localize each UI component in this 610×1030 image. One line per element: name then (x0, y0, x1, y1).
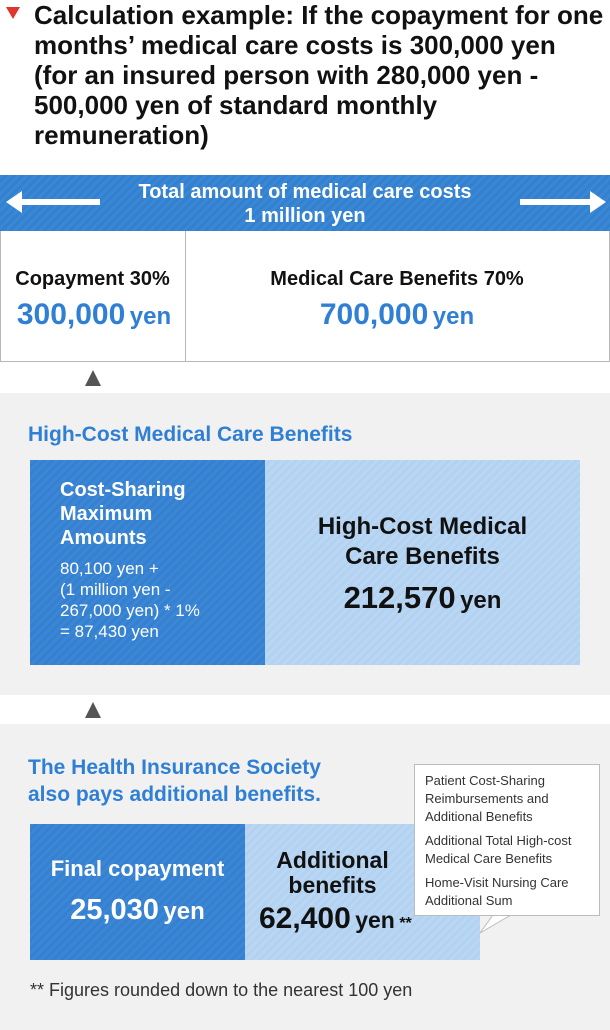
right-arrow-icon (590, 191, 606, 213)
additional-benefits-amount: 62,400 (259, 902, 351, 935)
additional-benefits-label-1: Additional (276, 847, 389, 873)
copayment-label: Copayment 30% (15, 268, 170, 290)
total-costs-line2: 1 million yen (244, 205, 366, 227)
high-cost-benefits-unit: yen (460, 587, 502, 614)
additional-benefits-unit: yen (355, 907, 395, 933)
final-copayment-amount: 25,030 (70, 894, 159, 926)
up-arrow-icon-2 (85, 702, 101, 718)
high-cost-heading: High-Cost Medical Care Benefits (28, 423, 353, 446)
benefits-unit: yen (432, 303, 475, 330)
callout-item-1: Patient Cost-Sharing Reimbursements and … (425, 773, 549, 824)
right-arrow-shaft (520, 199, 592, 205)
benefits-value: 700,000 yen (186, 298, 608, 332)
title-triangle-icon (6, 7, 20, 19)
additional-benefits-mark: ** (399, 915, 412, 932)
total-costs-bar: Total amount of medical care costs 1 mil… (0, 175, 610, 231)
final-copayment-unit: yen (163, 898, 205, 925)
page-title: Calculation example: If the copayment fo… (34, 0, 604, 150)
cost-sharing-title-2: Maximum (60, 503, 153, 525)
left-arrow-shaft (20, 199, 100, 205)
final-copayment-box: Final copayment 25,030 yen (30, 824, 245, 960)
cost-split-box (0, 231, 610, 362)
total-costs-text: Total amount of medical care costs 1 mil… (100, 180, 510, 228)
split-divider (185, 231, 186, 362)
additional-benefits-callout: Patient Cost-Sharing Reimbursements and … (414, 764, 600, 916)
cost-sharing-title-3: Amounts (60, 527, 147, 549)
high-cost-benefits-value: 212,570 yen (265, 580, 580, 616)
total-costs-line1: Total amount of medical care costs (138, 181, 472, 203)
final-copayment-label: Final copayment (50, 856, 225, 881)
final-copayment-value: 25,030 yen (30, 894, 245, 927)
society-heading-2: also pays additional benefits. (28, 783, 321, 806)
copayment-amount: 300,000 (16, 298, 126, 331)
additional-benefits-label-2: benefits (288, 872, 377, 898)
copayment-value: 300,000 yen (0, 298, 188, 332)
cost-sharing-max-box: Cost-Sharing Maximum Amounts 80,100 yen … (30, 460, 265, 665)
callout-item-2: Additional Total High-cost Medical Care … (425, 833, 572, 866)
high-cost-benefits-amount: 212,570 (343, 580, 456, 615)
formula-line-1: 80,100 yen + (60, 559, 159, 578)
left-arrow-icon (6, 191, 22, 213)
formula-line-3: 267,000 yen) * 1% (60, 601, 200, 620)
footnote: ** Figures rounded down to the nearest 1… (30, 980, 413, 1000)
formula-line-2: (1 million yen - (60, 580, 171, 599)
high-cost-benefits-box: High-Cost Medical Care Benefits 212,570 … (265, 460, 580, 665)
high-cost-benefits-title-1: High-Cost Medical (317, 513, 528, 540)
callout-item-3: Home-Visit Nursing Care Additional Sum (425, 875, 569, 908)
high-cost-benefits-title-2: Care Benefits (345, 543, 500, 570)
cost-sharing-title-1: Cost-Sharing (60, 479, 186, 501)
formula-line-4: = 87,430 yen (60, 622, 159, 641)
society-heading-1: The Health Insurance Society (28, 756, 321, 779)
society-heading: The Health Insurance Society also pays a… (28, 754, 321, 808)
benefits-amount: 700,000 (319, 298, 429, 331)
benefits-label: Medical Care Benefits 70% (270, 268, 524, 290)
additional-benefits-value: 62,400 yen ** (259, 902, 412, 936)
copayment-unit: yen (129, 303, 172, 330)
up-arrow-icon (85, 370, 101, 386)
